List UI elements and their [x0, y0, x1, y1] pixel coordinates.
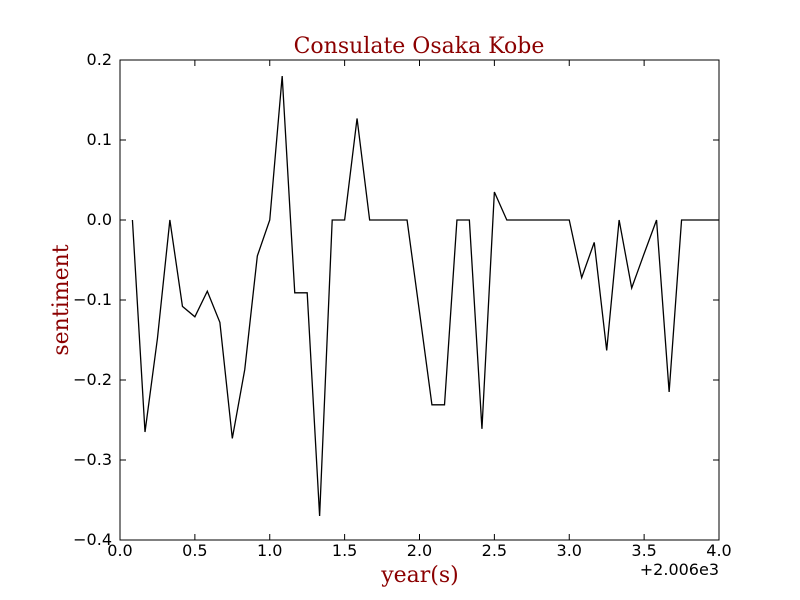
x-tick-label: 1.0	[257, 541, 282, 560]
y-tick-label: −0.2	[73, 370, 112, 389]
series-layer	[131, 75, 719, 517]
y-tick-label: −0.4	[73, 530, 112, 549]
x-tick-label: 0.0	[107, 541, 132, 560]
x-tick-label: 1.5	[332, 541, 357, 560]
sentiment-series-line	[131, 75, 719, 517]
x-axis-label: year(s)	[380, 563, 459, 588]
y-axis: 0.2 0.1 0.0 −0.1 −0.2 −0.3 −0.4	[73, 50, 719, 549]
x-tick-label: 4.0	[706, 541, 731, 560]
x-tick-label: 2.5	[482, 541, 507, 560]
x-tick-label: 3.0	[557, 541, 582, 560]
y-tick-label: 0.0	[87, 210, 112, 229]
x-axis: 0.0 0.5 1.0 1.5 2.0 2.5 3.0 3.5 4.0	[107, 60, 732, 560]
plot-area	[119, 59, 720, 541]
y-tick-label: −0.3	[73, 450, 112, 469]
chart-title: Consulate Osaka Kobe	[294, 34, 545, 59]
x-offset-label: +2.006e3	[640, 560, 719, 579]
y-tick-label: 0.1	[87, 130, 112, 149]
x-tick-label: 3.5	[631, 541, 656, 560]
y-tick-label: −0.1	[73, 290, 112, 309]
x-tick-label: 0.5	[182, 541, 207, 560]
y-axis-label: sentiment	[49, 244, 74, 355]
x-tick-label: 2.0	[407, 541, 432, 560]
y-tick-label: 0.2	[87, 50, 112, 69]
